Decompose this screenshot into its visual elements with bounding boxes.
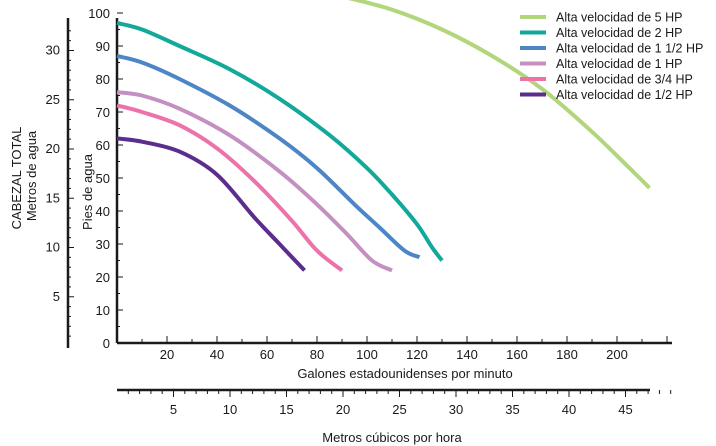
x-primary-tick-label: 160 — [506, 347, 528, 362]
inner-y-tick-label: 100 — [88, 6, 110, 21]
x-primary-tick-label: 200 — [606, 347, 628, 362]
axes: 5 10 15 20 25 30 0 10 20 30 40 50 60 70 80 90 100 20 40 60 8… — [46, 6, 672, 417]
inner-y-tick-label: 60 — [96, 138, 110, 153]
outer-y-tick-label: 30 — [46, 43, 60, 58]
legend-label-4: Alta velocidad de 1 HP — [556, 57, 682, 71]
outer-y-tick-label: 25 — [46, 92, 60, 107]
series-line-3 — [116, 53, 421, 260]
x-secondary-tick-label: 5 — [170, 402, 177, 417]
legend-label-6: Alta velocidad de 1/2 HP — [556, 88, 693, 102]
inner-y-tick-label: 80 — [96, 72, 110, 87]
x-secondary-tick-label: 15 — [279, 402, 293, 417]
x-axis-primary-title: Galones estadounidenses por minuto — [297, 366, 512, 381]
outer-y-tick-label: 15 — [46, 190, 60, 205]
outer-y-tick-label: 20 — [46, 141, 60, 156]
x-secondary-tick-label: 30 — [449, 402, 463, 417]
outer-y-axis-title-line1: CABEZAL TOTAL — [9, 127, 24, 230]
outer-y-axis-title-line2: Metros de agua — [24, 130, 39, 221]
inner-y-tick-label: 30 — [96, 237, 110, 252]
series-lines — [116, 0, 651, 273]
inner-y-tick-label: 0 — [103, 336, 110, 351]
outer-y-tick-label: 5 — [53, 289, 60, 304]
series-line-1 — [348, 0, 651, 190]
inner-y-tick-label: 40 — [96, 204, 110, 219]
x-primary-tick-label: 60 — [260, 347, 274, 362]
legend-label-3: Alta velocidad de 1 1/2 HP — [556, 42, 703, 56]
x-primary-tick-label: 40 — [210, 347, 224, 362]
x-secondary-tick-label: 10 — [223, 402, 237, 417]
x-primary-tick-label: 100 — [356, 347, 378, 362]
x-primary-tick-label: 120 — [406, 347, 428, 362]
inner-y-tick-label: 70 — [96, 105, 110, 120]
x-secondary-tick-label: 40 — [562, 402, 576, 417]
inner-y-tick-label: 50 — [96, 171, 110, 186]
inner-y-tick-label: 10 — [96, 303, 110, 318]
legend-label-1: Alta velocidad de 5 HP — [556, 11, 682, 25]
inner-y-tick-label: 20 — [96, 270, 110, 285]
series-line-6 — [116, 136, 306, 272]
x-secondary-tick-label: 25 — [392, 402, 406, 417]
x-secondary-tick-label: 45 — [618, 402, 632, 417]
inner-y-axis-title: Pies de agua — [80, 153, 95, 230]
x-primary-tick-label: 80 — [310, 347, 324, 362]
x-primary-tick-label: 20 — [160, 347, 174, 362]
outer-y-tick-label: 10 — [46, 240, 60, 255]
x-primary-tick-label: 180 — [556, 347, 578, 362]
x-axis-secondary-title: Metros cúbicos por hora — [322, 430, 462, 445]
legend-label-2: Alta velocidad de 2 HP — [556, 26, 682, 40]
series-line-2 — [116, 20, 444, 262]
axis-titles: CABEZAL TOTAL Metros de agua Pies de agu… — [9, 127, 513, 445]
series-line-5 — [116, 103, 344, 272]
x-secondary-tick-label: 20 — [336, 402, 350, 417]
x-primary-tick-label: 140 — [456, 347, 478, 362]
legend-label-5: Alta velocidad de 3/4 HP — [556, 73, 693, 87]
x-secondary-tick-label: 35 — [505, 402, 519, 417]
series-line-4 — [116, 90, 393, 273]
inner-y-tick-label: 90 — [96, 39, 110, 54]
